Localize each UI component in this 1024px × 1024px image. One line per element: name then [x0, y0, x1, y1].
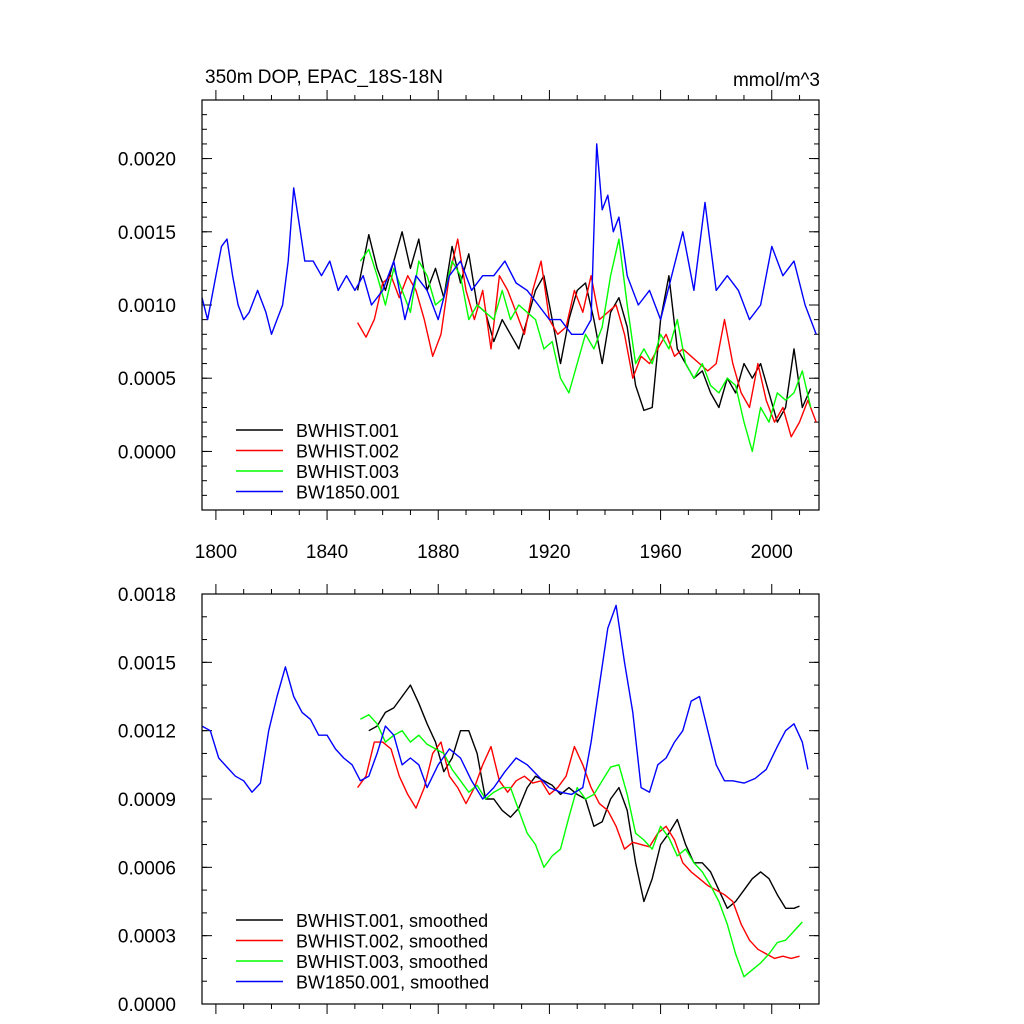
bottom-ytick-label: 0.0018 — [118, 585, 176, 606]
top-xtick-label: 1880 — [417, 542, 459, 563]
top-units: mmol/m^3 — [733, 70, 820, 91]
top-axes: 0.0000 0.0005 0.0010 0.0015 0.0020 1800 1840 18… — [118, 90, 819, 563]
bottom-series-line — [201, 604, 809, 800]
top-xtick-label: 1800 — [195, 542, 237, 563]
bottom-ytick-label: 0.0009 — [118, 790, 176, 811]
top-ytick-label: 0.0000 — [118, 442, 176, 463]
bottom-series — [201, 604, 809, 978]
top-xtick-label: 1960 — [639, 542, 681, 563]
top-ytick-label: 0.0010 — [118, 296, 176, 317]
bottom-legend-label: BWHIST.002, smoothed — [296, 932, 488, 952]
top-plot-frame — [201, 99, 820, 511]
bottom-legend-label: BWHIST.001, smoothed — [296, 911, 488, 931]
bottom-ytick-label: 0.0006 — [118, 858, 176, 879]
bottom-legend-label: BWHIST.003, smoothed — [296, 952, 488, 972]
top-panel: 350m DOP, EPAC_18S-18N mmol/m^3 0.00000.… — [118, 67, 820, 563]
bottom-series-line — [360, 714, 803, 978]
top-legend-label: BWHIST.001 — [296, 421, 399, 441]
top-xtick-label: 1920 — [528, 542, 570, 563]
top-series-line — [356, 238, 817, 438]
top-legend-label: BWHIST.002 — [296, 442, 399, 462]
top-ytick-label: 0.0015 — [118, 223, 176, 244]
top-title: 350m DOP, EPAC_18S-18N — [205, 67, 443, 88]
top-series-line — [356, 231, 812, 423]
top-ytick-label: 0.0005 — [118, 369, 176, 390]
top-series-line — [201, 143, 817, 335]
bottom-panel: 0.0000 0.0003 0.0006 0.0009 0.0012 0.0015 0.00… — [118, 584, 820, 1016]
top-ytick-label: 0.0020 — [118, 150, 176, 171]
top-legend-label: BWHIST.003 — [296, 462, 399, 482]
bottom-ytick-label: 0.0012 — [118, 722, 176, 743]
bottom-ytick-label: 0.0015 — [118, 653, 176, 674]
top-xtick-label: 2000 — [751, 542, 793, 563]
top-xtick-label: 1840 — [306, 542, 348, 563]
bottom-plot-frame — [201, 593, 820, 1005]
top-series — [201, 143, 817, 453]
bottom-ytick-label: 0.0003 — [118, 927, 176, 948]
bottom-legend-label: BW1850.001, smoothed — [296, 973, 489, 993]
bottom-ytick-label: 0.0000 — [118, 995, 176, 1016]
bottom-axes: 0.0000 0.0003 0.0006 0.0009 0.0012 0.0015 0.00… — [118, 584, 819, 1016]
top-series-line — [359, 238, 812, 453]
top-legend-label: BW1850.001 — [296, 483, 400, 503]
bottom-series-line — [357, 741, 800, 960]
